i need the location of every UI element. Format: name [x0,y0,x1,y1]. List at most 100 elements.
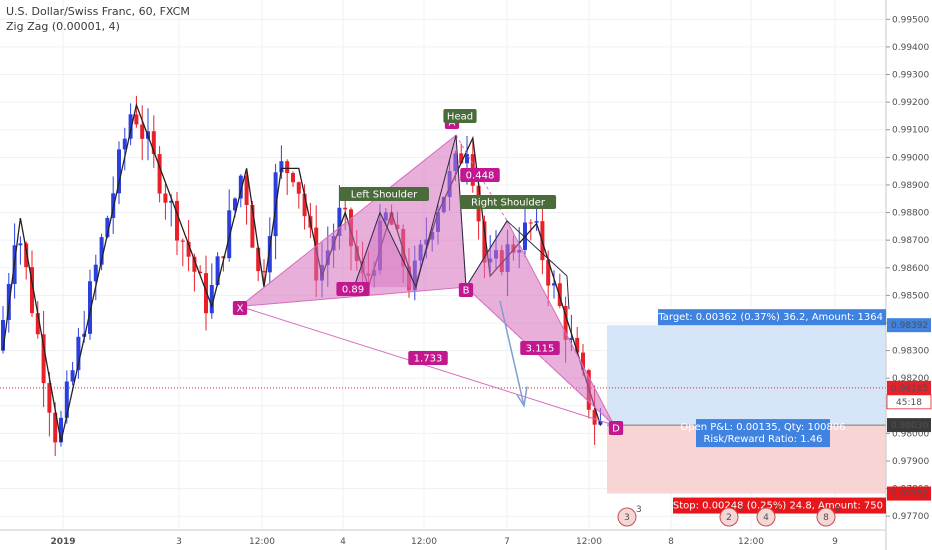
price-tick-label: 0.99100 [892,126,929,136]
candle-body [227,210,232,259]
pnl-info-bg [696,419,830,448]
price-tick-label: 0.98300 [892,347,929,357]
stop-price-tag: 0.97782 [891,490,928,500]
event-marker [719,507,739,527]
candle-body [151,131,156,155]
candle-body [198,271,203,274]
candle-body [59,417,63,443]
left-shoulder-area [354,212,416,288]
time-tick-label: 2019 [50,537,75,547]
pnl-info-line: Open P&L: 0.00135, Qty: 100806 [680,422,845,433]
time-axis[interactable]: 2019 3 12:00 4 12:00 7 12:00 8 12:00 9 [0,529,886,547]
candle-body [302,193,307,217]
target-price-tag: 0.98392 [891,321,928,331]
event-marker-label: 4 [763,513,769,523]
candle-body [459,153,464,164]
right-shoulder-label: Right Shoulder [471,198,546,209]
right-shoulder-label-bg [459,195,557,209]
time-tick-label: 7 [504,537,510,547]
price-tick-label: 0.99000 [892,153,929,163]
event-marker [816,507,836,527]
ratio-bcd: 3.115 [526,344,555,355]
stop-price-tag-bg [887,486,931,501]
time-tick-label: 4 [340,537,346,547]
event-marker [756,507,776,527]
price-axis[interactable]: 0.977000.978000.979000.980000.981000.982… [885,0,929,550]
price-tick-label: 0.99400 [892,43,929,53]
candle-body [99,237,104,265]
candle-body [76,336,81,371]
candle-body [569,337,574,340]
entry-price-tag: 0.98030 [891,421,928,431]
neckline-tail [566,276,570,310]
candle-body [18,243,23,246]
left-shoulder-label: Left Shoulder [351,190,418,201]
candle-body [337,207,342,236]
candle-body [105,217,110,238]
price-tick-label: 0.98600 [892,264,929,274]
candle-body [180,240,185,242]
ratio-xad-bg [408,351,448,365]
candle-body [64,381,69,418]
pnl-info-line: Risk/Reward Ratio: 1.46 [703,434,822,445]
candle-body [117,149,121,194]
current-price-tag-bg [887,380,931,395]
candle-body [267,236,272,273]
candle-body [192,256,197,272]
candle-body [41,334,46,384]
event-marker-label: 2 [726,513,732,523]
candle-body [70,370,75,382]
candle-body [186,241,191,257]
candle-body [1,319,5,351]
position-zones [0,325,886,494]
candle-body [175,200,179,241]
candle-body [296,182,301,194]
candle-body [238,175,243,199]
candle-body [221,256,226,259]
indicator-title: Zig Zag (0.00001, 4) [6,20,120,33]
entry-price-tag-bg [887,418,931,433]
time-tick-label: 12:00 [738,537,764,547]
candle-body [546,260,551,286]
time-tick-label: 12:00 [576,537,602,547]
projection-arrowhead [516,386,528,408]
current-price-tag: 0.98165 [891,384,928,394]
candle-body [552,283,556,286]
candle-body [30,267,34,314]
event-marker-label: 8 [823,513,829,523]
candle-body [250,205,255,248]
price-tick-label: 0.97900 [892,457,929,467]
point-label-b-bg [458,283,474,297]
target-info-line: Target: 0.00362 (0.37%) 36.2, Amount: 13… [657,312,883,323]
price-tick-label: 0.98700 [892,236,929,246]
price-tick-label: 0.99500 [892,15,929,25]
candle-body [204,273,208,314]
event-marker-count: 7 [775,505,781,515]
event-marker-label: 3 [624,513,630,523]
candle-body [128,114,133,139]
candle-body [122,138,127,150]
price-tick-label: 0.99300 [892,71,929,81]
target-price-tag-bg [887,318,931,333]
price-tick-label: 0.97700 [892,512,929,522]
candle-body [53,412,58,443]
candle-body [215,256,220,285]
price-tick-label: 0.99200 [892,98,929,108]
ratio-abc: 0.448 [466,171,495,182]
time-tick-label: 3 [176,537,182,547]
candle-body [24,243,29,268]
event-markers[interactable]: 33 22 47 88 [617,505,841,527]
candle-body [592,409,597,425]
candle-body [262,271,266,273]
candle-body [209,284,214,314]
projection-arrow [499,300,525,406]
ratio-bcd-bg [520,341,560,355]
event-marker-count: 8 [835,505,841,515]
candle-body [233,198,237,211]
price-tick-label: 0.98000 [892,429,929,439]
time-tick-label: 12:00 [411,537,437,547]
candle-body [465,154,469,164]
candle-body [285,161,290,174]
candle-body [93,264,98,282]
